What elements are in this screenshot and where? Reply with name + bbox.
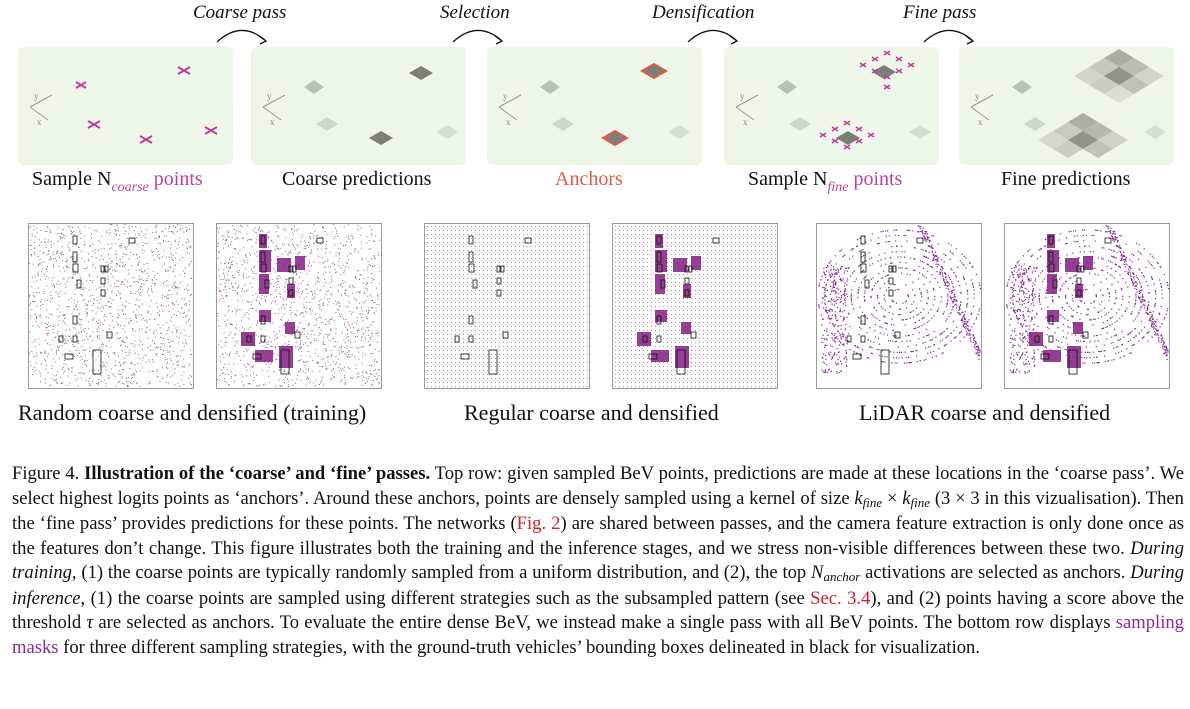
svg-text:x: x [506,117,511,127]
group-label-random: Random coarse and densified (training) [18,400,367,425]
svg-text:y: y [503,91,508,101]
panel-sample-fine: y x [724,47,939,165]
sample-text: Sample N [32,168,112,190]
mask-random-densified [216,223,382,389]
group-label-lidar: LiDAR coarse and densified [859,400,1111,425]
axes-icon [29,94,53,121]
panel-label-fine-predictions: Fine predictions [1001,168,1131,190]
svg-text:y: y [267,91,272,101]
curved-arrow-icon [684,24,744,46]
svg-text:x: x [978,117,983,127]
mask-lidar-coarse [816,223,982,389]
panel-fine-predictions: y x [959,47,1174,165]
caption-title: Illustration of the ‘coarse’ and ‘fine’ … [84,463,431,484]
step-label-selection: Selection [440,2,510,23]
step-label-fine-pass: Fine pass [903,2,977,23]
sampling-masks-link[interactable]: sampling masks [12,612,1184,658]
figure-caption: Figure 4. Illustration of the ‘coarse’ a… [12,463,1185,658]
mask-lidar-densified [1004,223,1170,389]
svg-text:y: y [975,91,980,101]
panel-label-anchors: Anchors [555,168,623,190]
curved-arrow-icon [449,24,509,46]
svg-text:x: x [270,117,275,127]
panel-label-sample-fine: Sample Nfine points [748,168,903,195]
n-fine-subscript: fine [827,180,849,195]
axis-y-label: y [34,91,39,101]
panel-coarse-predictions: y x [251,47,466,165]
step-label-densification: Densification [652,2,755,23]
axis-x-label: x [37,117,42,127]
svg-text:x: x [743,117,748,127]
mask-regular-densified [612,223,778,389]
n-coarse-subscript: coarse [111,180,149,195]
step-label-coarse-pass: Coarse pass [193,2,287,23]
panel-sample-coarse: y x [18,47,233,165]
group-label-regular: Regular coarse and densified [464,400,719,425]
fig-2-link[interactable]: Fig. 2 [516,513,561,534]
panel-label-coarse-predictions: Coarse predictions [282,168,432,190]
panel-label-sample-coarse: Sample Ncoarse points [32,168,203,195]
curved-arrow-icon [920,24,980,46]
points-text: points [148,168,203,190]
sec-3-4-link[interactable]: Sec. 3.4 [810,587,871,609]
mask-regular-coarse [424,223,590,389]
mask-random-coarse [28,223,194,389]
svg-text:y: y [740,91,745,101]
curved-arrow-icon [213,24,273,46]
panel-anchors: y x [487,47,702,165]
